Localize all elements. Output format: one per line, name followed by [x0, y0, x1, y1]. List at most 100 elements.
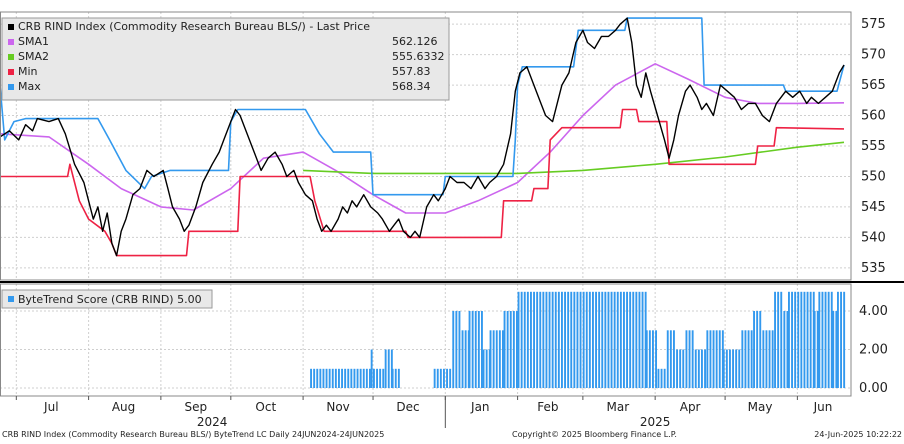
score-bar: [771, 330, 774, 388]
score-bar: [557, 291, 560, 388]
legend-name: Max: [18, 80, 41, 93]
score-bar: [666, 330, 669, 388]
score-bar: [735, 349, 738, 388]
score-bar: [359, 368, 362, 388]
score-bar: [369, 368, 371, 388]
score-bar: [464, 330, 467, 388]
score-bar: [516, 311, 518, 388]
score-bar: [756, 311, 759, 388]
score-bar: [376, 368, 378, 388]
axis-layer: 535 540 545 550 555 560 565 570 575 0.00 2.00 4.00 J…: [15, 17, 888, 429]
score-bar: [341, 368, 343, 388]
score-bar: [585, 291, 588, 388]
month-label: Mar: [607, 400, 630, 414]
score-bar: [830, 291, 833, 388]
series-line-max: [0, 17, 845, 196]
series-line-min: [0, 108, 845, 257]
score-bar: [652, 330, 654, 388]
score-bar: [840, 291, 842, 388]
legend-value: 562.126: [392, 35, 438, 48]
legend-swatch: [8, 69, 14, 75]
score-bar: [310, 368, 312, 388]
score-bar: [706, 330, 709, 388]
score-bar: [350, 368, 353, 388]
price-ytick-label: 535: [861, 261, 886, 276]
score-bar: [433, 368, 436, 388]
score-bar: [803, 291, 806, 388]
score-bar: [382, 368, 385, 388]
score-bar: [539, 291, 542, 388]
score-bar: [638, 291, 641, 388]
score-bar: [370, 349, 373, 388]
score-bar: [694, 349, 697, 388]
month-label: Jan: [470, 400, 490, 414]
score-bar: [502, 330, 504, 388]
score-bar: [325, 368, 328, 388]
legend-name: SMA2: [18, 50, 49, 63]
score-bar: [576, 291, 579, 388]
score-bar: [598, 291, 601, 388]
score-bar: [362, 368, 365, 388]
score-bar: [512, 311, 515, 388]
score-bar: [616, 291, 619, 388]
legend-swatch: [8, 39, 14, 45]
score-bar: [641, 291, 644, 388]
score-bar: [384, 349, 387, 388]
score-bar: [701, 349, 703, 388]
score-bar: [657, 368, 660, 388]
score-bar: [818, 291, 821, 388]
score-bar: [601, 291, 604, 388]
price-ytick-label: 575: [861, 17, 886, 32]
legend: CRB RIND Index (Commodity Research Burea…: [1, 17, 450, 101]
score-bar: [526, 291, 529, 388]
price-ytick-label: 570: [861, 48, 886, 63]
score-bar: [322, 368, 325, 388]
score-bar: [843, 291, 846, 388]
month-label: Dec: [396, 400, 419, 414]
score-bar: [365, 368, 368, 388]
score-bar: [753, 311, 755, 388]
score-bar: [319, 368, 322, 388]
score-bar: [813, 311, 816, 388]
score-bar: [673, 330, 675, 388]
legend-swatch: [8, 84, 14, 90]
price-ytick-label: 550: [861, 169, 886, 184]
score-panel: [310, 291, 846, 388]
score-bar: [691, 330, 694, 388]
score-bar: [729, 349, 731, 388]
score-bar: [800, 291, 803, 388]
score-bar: [331, 368, 334, 388]
legend-value: 557.83: [392, 65, 431, 78]
series-line-sma2: [303, 141, 845, 175]
footer-center: Copyright© 2025 Bloomberg Finance L.P.: [512, 430, 677, 439]
month-label: May: [748, 400, 773, 414]
score-bar: [762, 330, 765, 388]
score-bar: [474, 311, 477, 388]
score-bar: [669, 330, 672, 388]
score-bar: [344, 368, 347, 388]
score-bar: [523, 291, 526, 388]
score-bar: [353, 368, 356, 388]
score-bar: [786, 311, 789, 388]
score-bar: [768, 330, 771, 388]
score-bar: [610, 291, 613, 388]
score-bar: [313, 368, 316, 388]
month-label: Feb: [537, 400, 558, 414]
month-label: Nov: [326, 400, 349, 414]
year-label: 2024: [197, 415, 228, 429]
score-bar: [629, 291, 632, 388]
score-bar: [542, 291, 545, 388]
score-bar: [334, 368, 337, 388]
score-bar: [688, 330, 691, 388]
score-bar: [520, 291, 523, 388]
score-bar: [626, 291, 628, 388]
score-bar: [452, 311, 455, 388]
score-bar: [554, 291, 557, 388]
score-bar: [582, 291, 585, 388]
score-bar: [715, 330, 718, 388]
score-bar: [645, 330, 648, 388]
score-bar: [567, 291, 570, 388]
score-bar: [503, 311, 506, 388]
price-frame: [0, 11, 852, 281]
